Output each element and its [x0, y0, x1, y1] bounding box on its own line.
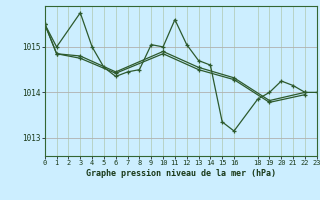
X-axis label: Graphe pression niveau de la mer (hPa): Graphe pression niveau de la mer (hPa) — [86, 169, 276, 178]
